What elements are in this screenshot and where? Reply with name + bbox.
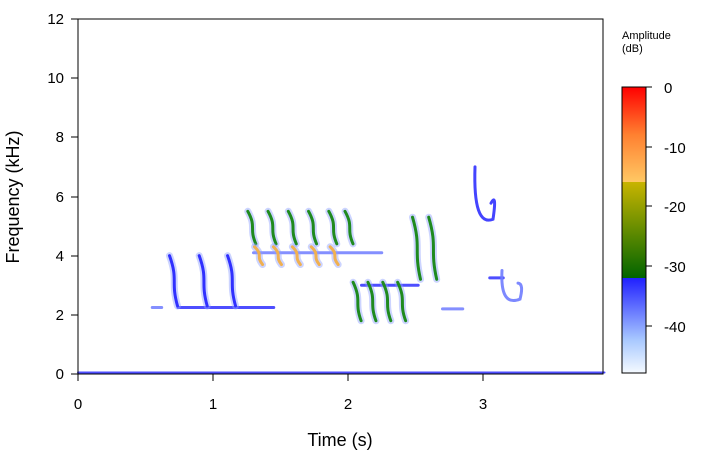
note-mark xyxy=(351,280,363,323)
arc-mark xyxy=(473,165,497,222)
note-mark xyxy=(309,245,321,267)
x-tick-label: 3 xyxy=(479,396,487,413)
x-tick-label: 2 xyxy=(344,396,352,413)
note-mark xyxy=(396,280,408,323)
colorbar-title: Amplitude xyxy=(622,30,671,42)
colorbar-tick-label: 0 xyxy=(664,80,672,97)
note-mark xyxy=(343,209,355,246)
colorbar-band-red xyxy=(622,87,646,182)
x-axis-title: Time (s) xyxy=(307,430,372,450)
y-tick-label: 0 xyxy=(56,366,64,383)
x-axis: 0 1 2 3 Time (s) xyxy=(74,373,487,450)
y-tick-label: 10 xyxy=(47,70,64,87)
note-mark xyxy=(427,215,439,281)
note-mark xyxy=(266,209,278,246)
colorbar-tick-label: -40 xyxy=(664,319,686,336)
note-mark xyxy=(286,209,298,246)
note-mark xyxy=(253,245,265,267)
y-tick-label: 8 xyxy=(56,129,64,146)
colorbar-tick-label: -10 xyxy=(664,140,686,157)
plot-area xyxy=(77,18,606,375)
arc-mark xyxy=(500,268,524,302)
spectrogram-marks xyxy=(77,165,606,374)
y-tick-label: 12 xyxy=(47,11,64,28)
note-mark xyxy=(366,280,378,323)
colorbar-tick-label: -20 xyxy=(664,199,686,216)
y-axis-title: Frequency (kHz) xyxy=(3,130,23,263)
note-mark xyxy=(328,245,340,267)
plot-background xyxy=(78,19,603,374)
note-mark xyxy=(327,209,339,246)
x-tick-label: 1 xyxy=(209,396,217,413)
colorbar-band-blue xyxy=(622,278,646,373)
colorbar-tick-label: -30 xyxy=(664,259,686,276)
note-mark xyxy=(307,209,319,246)
y-tick-label: 4 xyxy=(56,248,64,265)
note-mark xyxy=(290,245,302,267)
y-axis: 0 2 4 6 8 10 12 Frequency (kHz) xyxy=(3,11,79,383)
colorbar-title-unit: (dB) xyxy=(622,43,643,55)
colorbar: Amplitude (dB) 0 -10 -20 -30 -40 xyxy=(621,30,686,374)
note-mark xyxy=(226,254,238,308)
note-mark xyxy=(411,215,422,281)
colorbar-band-green xyxy=(622,182,646,278)
x-tick-label: 0 xyxy=(74,396,82,413)
colorbar-frame xyxy=(621,86,647,374)
y-tick-label: 2 xyxy=(56,307,64,324)
note-mark xyxy=(168,254,179,308)
note-mark xyxy=(271,245,283,267)
y-tick-label: 6 xyxy=(56,189,64,206)
note-mark xyxy=(246,209,258,246)
note-mark xyxy=(381,280,393,323)
note-mark xyxy=(197,254,209,308)
